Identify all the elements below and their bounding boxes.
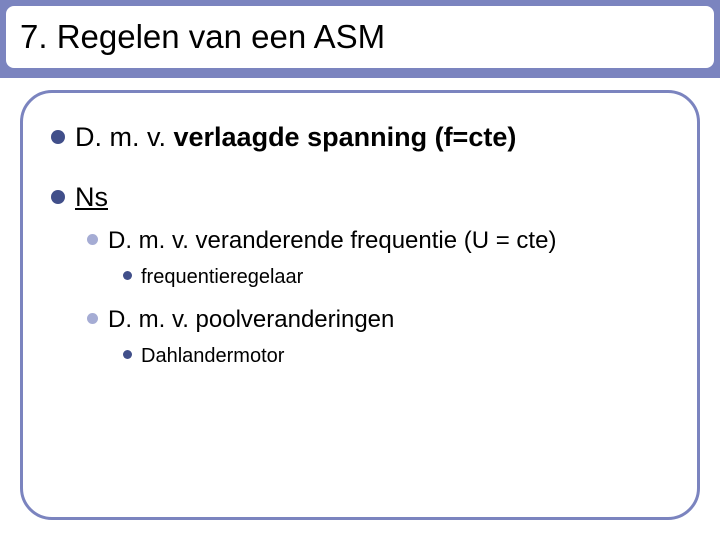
slide: 7. Regelen van een ASM D. m. v. verlaagd… bbox=[0, 0, 720, 540]
bullet-text: Dahlandermotor bbox=[141, 343, 284, 369]
text-prefix: D. m. v. bbox=[75, 122, 174, 152]
title-box: 7. Regelen van een ASM bbox=[6, 6, 714, 68]
bullet-text: D. m. v. verlaagde spanning (f=cte) bbox=[75, 121, 516, 155]
text-bold: verlaagde spanning (f=cte) bbox=[174, 122, 517, 152]
bullet-item-l2: D. m. v. veranderende frequentie (U = ct… bbox=[87, 225, 669, 256]
bullet-icon bbox=[123, 350, 132, 359]
bullet-item-l3: frequentieregelaar bbox=[123, 264, 669, 290]
bullet-item-l1: Ns bbox=[51, 181, 669, 215]
bullet-text: D. m. v. poolveranderingen bbox=[108, 304, 394, 335]
bullet-text: Ns bbox=[75, 181, 108, 215]
bullet-text: frequentieregelaar bbox=[141, 264, 303, 290]
sublist: frequentieregelaar bbox=[123, 264, 669, 290]
content-frame: D. m. v. verlaagde spanning (f=cte) Ns D… bbox=[20, 90, 700, 520]
bullet-item-l3: Dahlandermotor bbox=[123, 343, 669, 369]
bullet-text: D. m. v. veranderende frequentie (U = ct… bbox=[108, 225, 556, 256]
bullet-icon bbox=[51, 130, 65, 144]
bullet-icon bbox=[123, 271, 132, 280]
bullet-icon bbox=[87, 234, 98, 245]
text-underline: Ns bbox=[75, 182, 108, 212]
slide-title: 7. Regelen van een ASM bbox=[20, 18, 385, 56]
bullet-icon bbox=[87, 313, 98, 324]
sublist: Dahlandermotor bbox=[123, 343, 669, 369]
bullet-item-l1: D. m. v. verlaagde spanning (f=cte) bbox=[51, 121, 669, 155]
bullet-icon bbox=[51, 190, 65, 204]
bullet-item-l2: D. m. v. poolveranderingen bbox=[87, 304, 669, 335]
sublist: D. m. v. veranderende frequentie (U = ct… bbox=[87, 225, 669, 369]
